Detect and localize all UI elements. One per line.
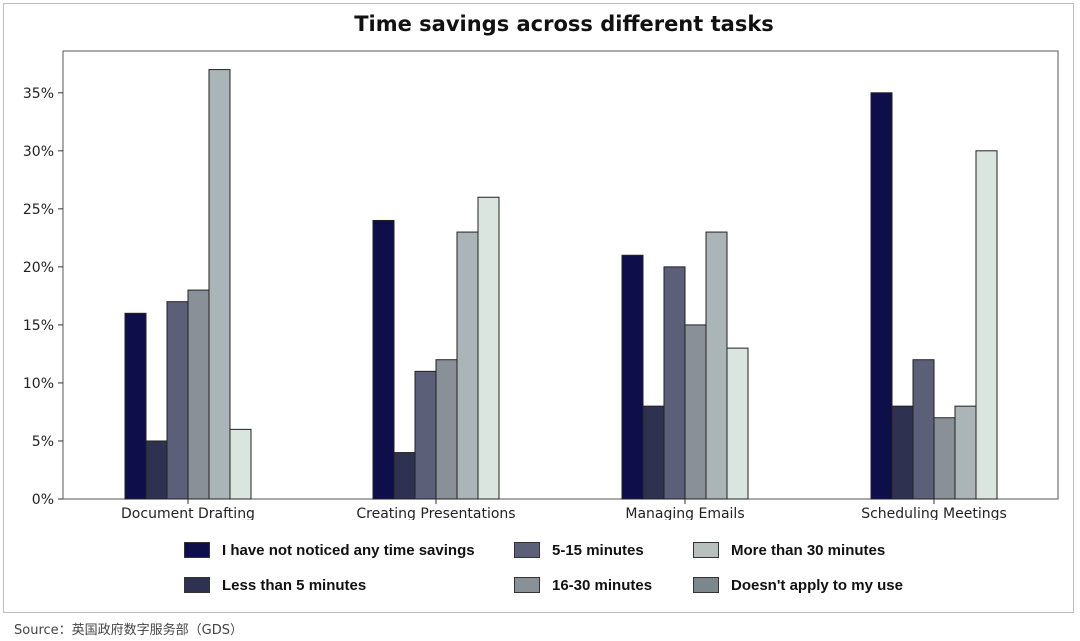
source-note: Source：英国政府数字服务部（GDS）: [14, 623, 243, 638]
bar: [124, 312, 147, 500]
y-tick-label: 20%: [23, 260, 54, 276]
legend-swatch: [514, 542, 540, 558]
legend-swatch: [514, 577, 540, 593]
y-tick-label: 10%: [23, 376, 54, 392]
bar: [435, 359, 458, 500]
legend-item: 5-15 minutes: [514, 541, 644, 559]
bar: [705, 231, 728, 500]
bar: [663, 266, 686, 500]
legend-swatch: [184, 542, 210, 558]
bar: [933, 417, 956, 500]
bar: [166, 301, 189, 500]
bar: [726, 347, 749, 500]
legend-swatch: [693, 577, 719, 593]
bar: [975, 150, 998, 500]
legend-swatch: [184, 577, 210, 593]
bar: [229, 428, 252, 500]
x-tick-label: Managing Emails: [625, 506, 744, 520]
bar: [187, 289, 210, 500]
legend-item: More than 30 minutes: [693, 541, 885, 559]
bar: [954, 405, 977, 500]
bar: [372, 219, 395, 500]
bar: [870, 92, 893, 500]
bar: [393, 452, 416, 500]
legend-item: Less than 5 minutes: [184, 576, 366, 594]
bar: [912, 359, 935, 500]
x-tick-label: Document Drafting: [121, 506, 255, 520]
legend-label: Less than 5 minutes: [222, 576, 367, 594]
legend-label: 5-15 minutes: [552, 541, 644, 559]
chart-title: Time savings across different tasks: [354, 12, 774, 36]
bar: [145, 440, 168, 500]
legend-label: I have not noticed any time savings: [222, 541, 475, 559]
x-tick-label: Scheduling Meetings: [861, 506, 1007, 520]
bar: [621, 254, 644, 500]
bar: [477, 196, 500, 500]
y-tick-label: 0%: [32, 492, 54, 508]
plot-area: [62, 50, 1059, 500]
legend-label: 16-30 minutes: [552, 576, 653, 594]
bar-chart: 0% 5% 10% 15% 20% 25% 30% 35% Document Drafting C…: [23, 50, 1059, 520]
legend-label: More than 30 minutes: [731, 541, 886, 559]
legend-label: Doesn't apply to my use: [731, 576, 903, 594]
legend-item: I have not noticed any time savings: [184, 541, 475, 559]
legend-item: Doesn't apply to my use: [693, 576, 903, 594]
legend-item: 16-30 minutes: [514, 576, 652, 594]
y-tick-label: 15%: [23, 318, 54, 334]
y-tick-label: 5%: [32, 434, 54, 450]
bar: [891, 405, 914, 500]
bar: [208, 69, 231, 500]
y-tick-label: 30%: [23, 144, 54, 160]
bar: [456, 231, 479, 500]
bar: [684, 324, 707, 500]
bar: [642, 405, 665, 500]
x-tick-label: Creating Presentations: [356, 506, 515, 520]
bar: [414, 370, 437, 500]
y-tick-label: 35%: [23, 86, 54, 102]
y-tick-label: 25%: [23, 202, 54, 218]
legend-swatch: [693, 542, 719, 558]
